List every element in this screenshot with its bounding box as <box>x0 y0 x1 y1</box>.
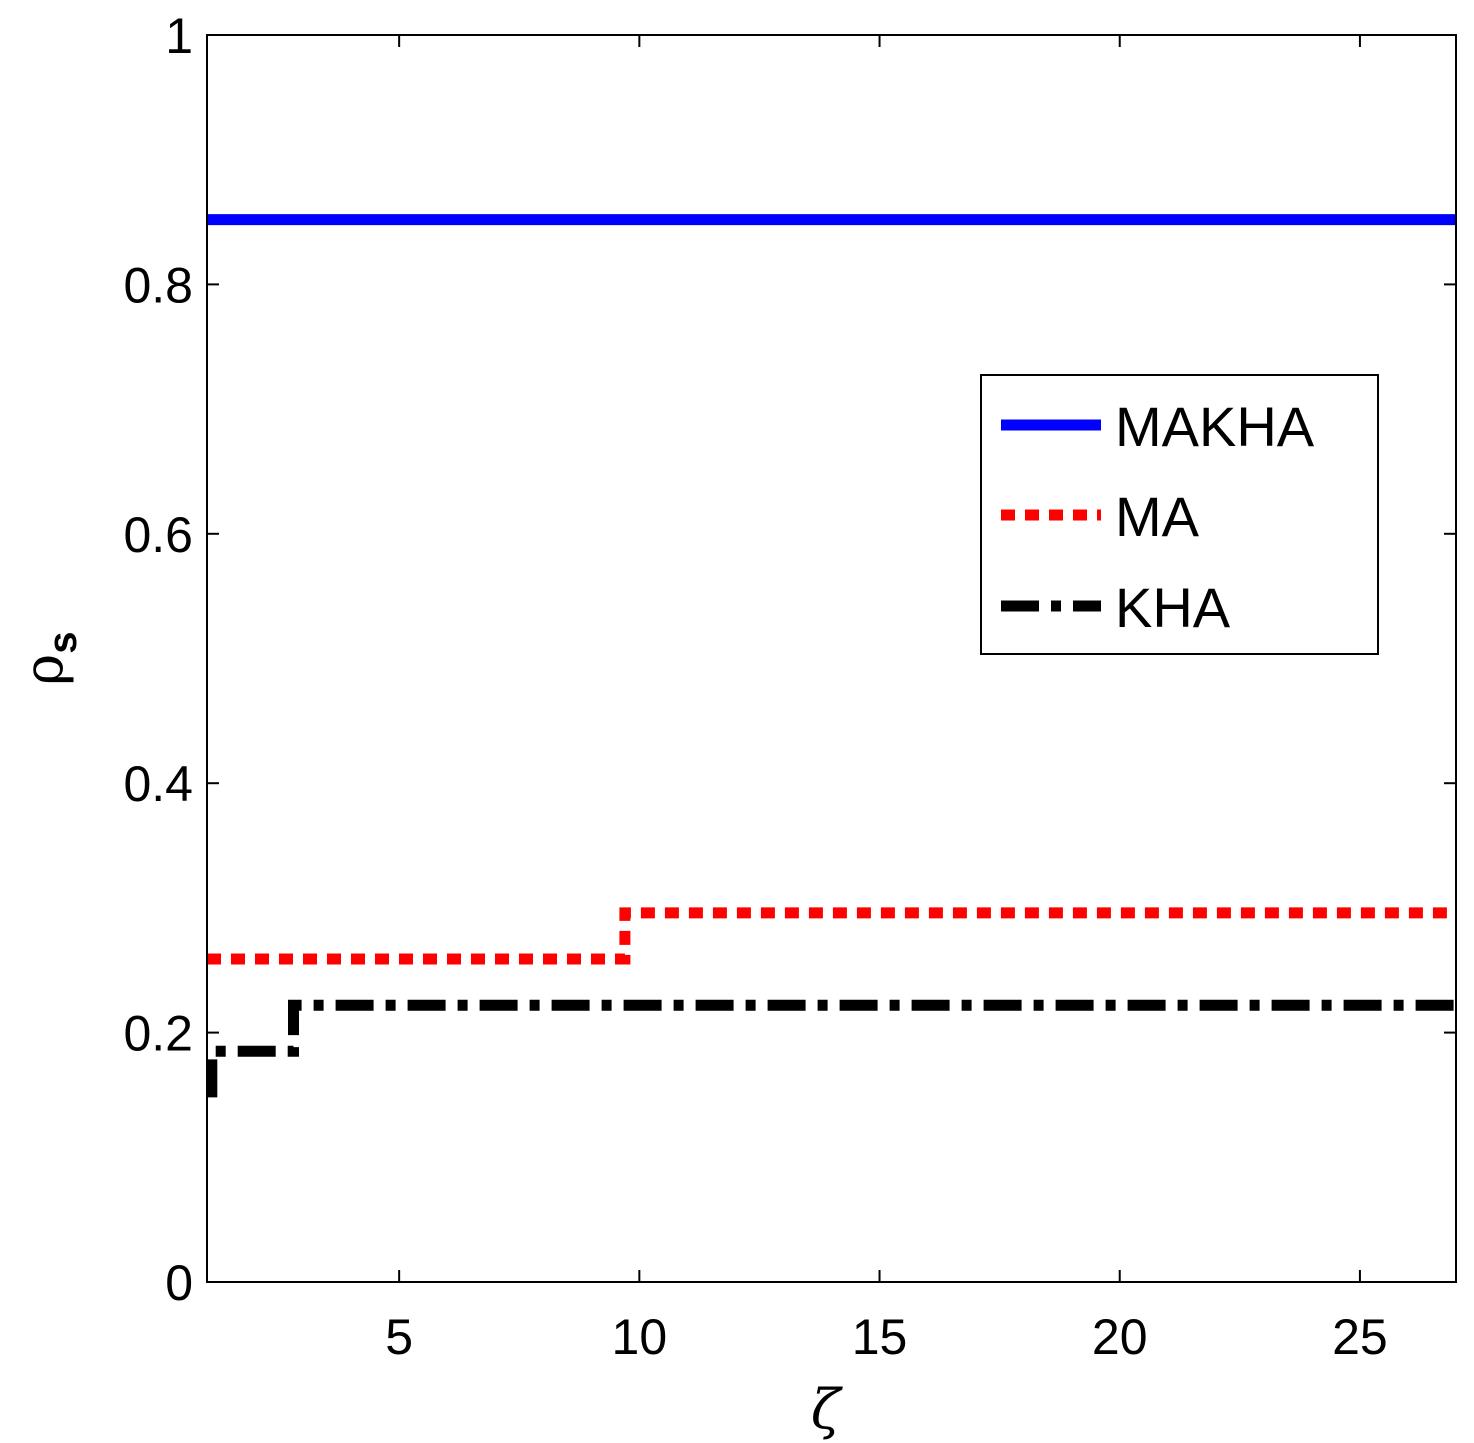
x-tick-label: 15 <box>852 1309 908 1365</box>
x-tick-label: 10 <box>612 1309 668 1365</box>
series-line-ma <box>207 907 1456 965</box>
y-tick-label: 0 <box>165 1255 193 1311</box>
x-tick-label: 5 <box>385 1309 413 1365</box>
plot-frame <box>206 34 1457 1283</box>
y-tick-label: 0.2 <box>123 1006 193 1062</box>
series-layer <box>207 214 1456 1098</box>
legend-label-ma: MA <box>1115 485 1200 548</box>
y-tick-label: 1 <box>165 8 193 64</box>
x-tick-label: 25 <box>1332 1309 1388 1365</box>
x-tick-label: 20 <box>1092 1309 1148 1365</box>
y-tick-label: 0.4 <box>123 756 193 812</box>
y-axis-label: ρs <box>12 632 85 686</box>
y-axis-label-subscript: s <box>41 632 85 654</box>
x-axis-label: ζ <box>811 1378 843 1441</box>
y-tick-label: 0.6 <box>123 507 193 563</box>
legend-label-kha: KHA <box>1115 576 1231 639</box>
y-tick-label: 0.8 <box>123 257 193 313</box>
legend-label-makha: MAKHA <box>1115 395 1315 458</box>
axes-layer: 5 10 15 20 25 0 0.2 0.4 0.6 0.8 1 ζ ρs <box>12 8 1457 1441</box>
series-line-kha <box>207 999 1456 1098</box>
